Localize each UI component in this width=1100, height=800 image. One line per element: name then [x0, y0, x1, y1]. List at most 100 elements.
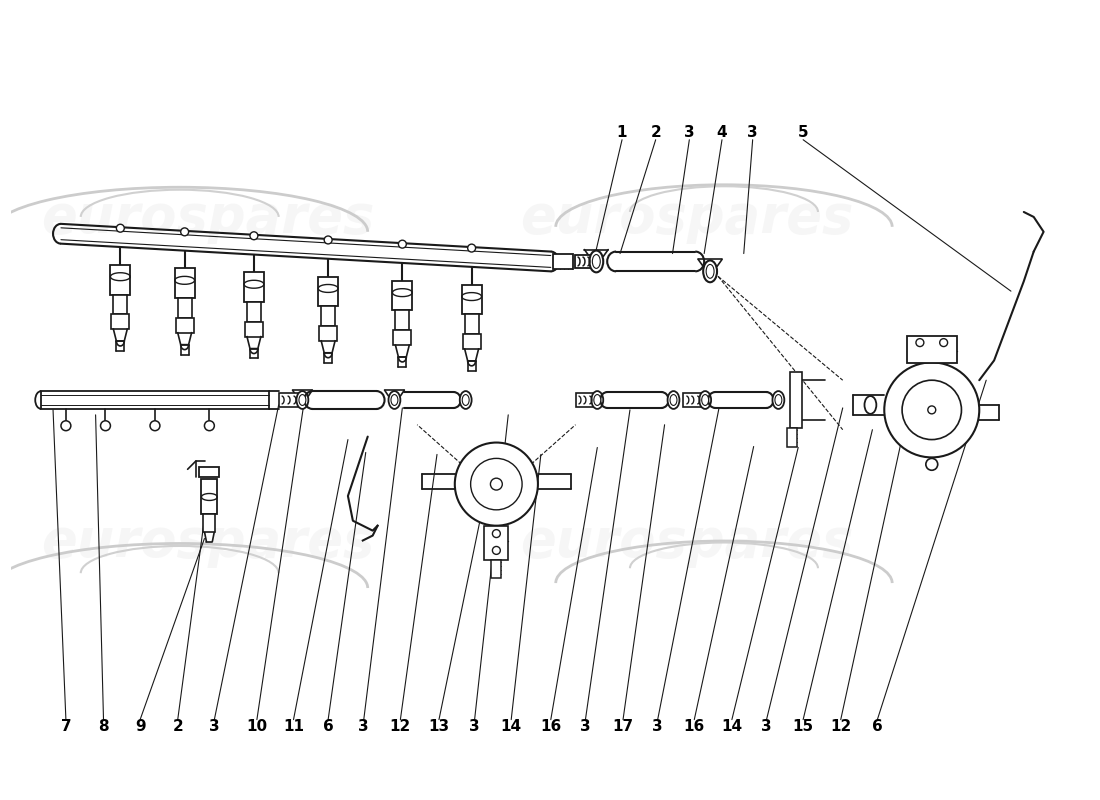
Bar: [393, 281, 412, 310]
Ellipse shape: [700, 391, 711, 409]
Text: 13: 13: [428, 719, 450, 734]
Bar: [683, 393, 701, 407]
Ellipse shape: [460, 391, 472, 409]
Bar: [113, 294, 128, 314]
Circle shape: [454, 442, 538, 526]
Bar: [463, 334, 481, 349]
Circle shape: [100, 421, 110, 430]
Text: 17: 17: [613, 719, 634, 734]
Text: 16: 16: [684, 719, 705, 734]
Bar: [110, 265, 130, 294]
Circle shape: [398, 240, 406, 248]
Bar: [464, 314, 478, 334]
Bar: [244, 272, 264, 302]
Bar: [201, 479, 218, 514]
Circle shape: [60, 421, 70, 430]
Circle shape: [491, 478, 503, 490]
Circle shape: [468, 244, 475, 252]
Text: 7: 7: [60, 719, 72, 734]
Ellipse shape: [774, 394, 782, 406]
Text: 9: 9: [135, 719, 145, 734]
Bar: [111, 314, 129, 329]
Bar: [41, 391, 268, 409]
Bar: [462, 285, 482, 314]
Text: 12: 12: [830, 719, 851, 734]
Circle shape: [180, 228, 188, 236]
Bar: [574, 254, 593, 268]
Bar: [245, 322, 263, 337]
Bar: [175, 269, 195, 298]
Text: eurospares: eurospares: [41, 517, 374, 569]
Ellipse shape: [668, 391, 680, 409]
Ellipse shape: [462, 394, 470, 406]
Bar: [788, 428, 798, 447]
Ellipse shape: [865, 396, 877, 414]
Text: 3: 3: [580, 719, 591, 734]
Ellipse shape: [706, 265, 714, 278]
Text: 3: 3: [761, 719, 772, 734]
Circle shape: [902, 380, 961, 439]
Ellipse shape: [594, 394, 601, 406]
Text: 2: 2: [173, 719, 183, 734]
Text: 11: 11: [283, 719, 304, 734]
Bar: [553, 254, 573, 270]
Text: 6: 6: [872, 719, 882, 734]
Text: eurospares: eurospares: [519, 517, 852, 569]
Circle shape: [324, 236, 332, 244]
Circle shape: [117, 224, 124, 232]
Ellipse shape: [703, 261, 717, 282]
Text: eurospares: eurospares: [41, 192, 374, 244]
Circle shape: [493, 530, 500, 538]
Bar: [199, 467, 219, 477]
Bar: [319, 326, 337, 341]
Ellipse shape: [388, 391, 400, 409]
Bar: [318, 277, 338, 306]
Text: 3: 3: [652, 719, 663, 734]
Circle shape: [150, 421, 160, 430]
Text: 12: 12: [389, 719, 411, 734]
Ellipse shape: [772, 391, 784, 409]
Circle shape: [471, 458, 522, 510]
Ellipse shape: [670, 394, 676, 406]
Bar: [492, 560, 502, 578]
Text: 15: 15: [793, 719, 814, 734]
Ellipse shape: [593, 254, 601, 268]
Bar: [908, 336, 957, 363]
Ellipse shape: [390, 394, 398, 406]
Circle shape: [884, 362, 979, 458]
Text: 3: 3: [684, 126, 694, 140]
Text: eurospares: eurospares: [519, 192, 852, 244]
Bar: [321, 306, 336, 326]
Bar: [178, 298, 191, 318]
Text: 14: 14: [722, 719, 742, 734]
Text: 3: 3: [209, 719, 220, 734]
Text: 1: 1: [617, 126, 627, 140]
Text: 8: 8: [98, 719, 109, 734]
Ellipse shape: [299, 394, 306, 406]
Text: 3: 3: [470, 719, 480, 734]
Bar: [575, 393, 593, 407]
Circle shape: [926, 458, 937, 470]
Circle shape: [205, 421, 214, 430]
Ellipse shape: [297, 391, 308, 409]
Circle shape: [916, 338, 924, 346]
Ellipse shape: [590, 250, 603, 272]
Bar: [176, 318, 194, 333]
Ellipse shape: [592, 391, 603, 409]
Circle shape: [493, 546, 500, 554]
Bar: [248, 302, 261, 322]
Text: 14: 14: [500, 719, 521, 734]
Circle shape: [250, 232, 257, 240]
Bar: [395, 310, 409, 330]
Text: 16: 16: [540, 719, 561, 734]
Text: 5: 5: [798, 126, 808, 140]
Text: 2: 2: [650, 126, 661, 140]
Ellipse shape: [702, 394, 708, 406]
Bar: [278, 393, 298, 407]
Text: 6: 6: [322, 719, 333, 734]
Text: 4: 4: [717, 126, 727, 140]
Circle shape: [927, 406, 936, 414]
Bar: [484, 526, 508, 560]
Text: 3: 3: [747, 126, 758, 140]
Text: 3: 3: [359, 719, 370, 734]
